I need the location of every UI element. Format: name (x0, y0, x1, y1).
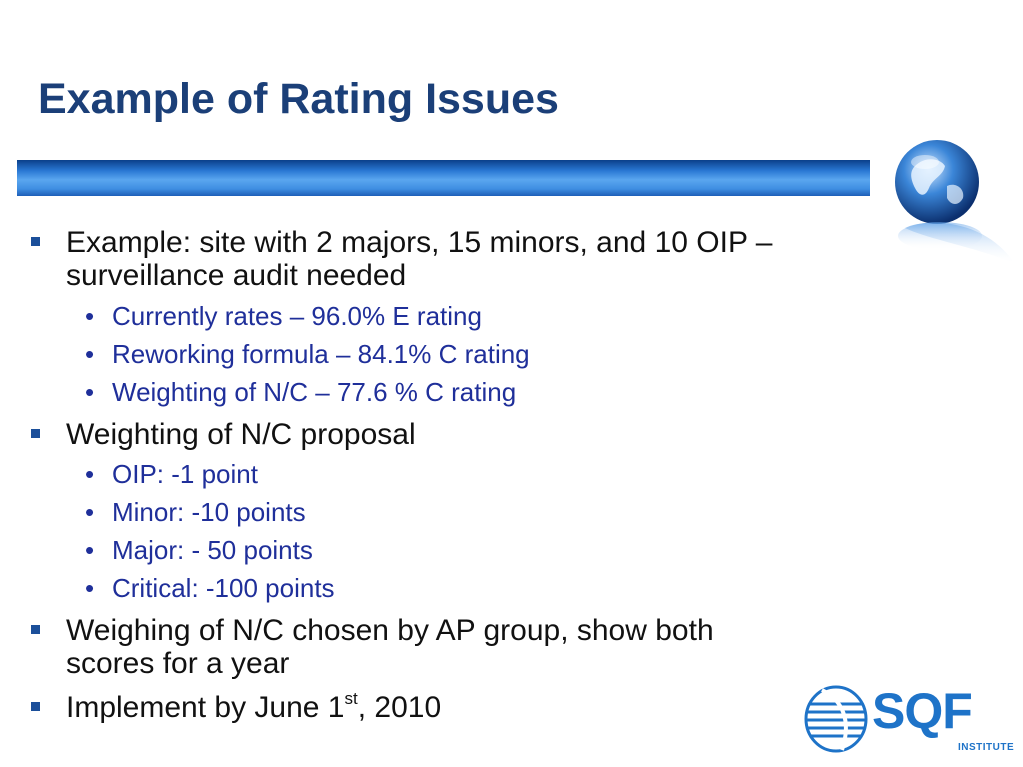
bullet-text-line: Example: site with 2 majors, 15 minors, … (66, 226, 773, 259)
bullet-text-line: scores for a year (66, 647, 290, 680)
sqf-institute-logo: SQF INSTITUTE (802, 676, 1022, 766)
sub-bullet-item: • Reworking formula – 84.1% C rating (85, 339, 912, 369)
globe-icon (895, 140, 1015, 264)
square-bullet-icon (31, 702, 40, 711)
sub-bullet-item: • OIP: -1 point (85, 459, 912, 489)
bullet-item: Weighing of N/C chosen by AP group, show… (31, 614, 946, 680)
sub-bullet-text: Reworking formula – 84.1% C rating (112, 339, 530, 369)
sqf-logo-icon (804, 685, 868, 753)
sub-bullet-item: • Major: - 50 points (85, 535, 912, 565)
sub-bullet-text: Critical: -100 points (112, 573, 335, 603)
logo-wordmark: SQF (872, 683, 973, 739)
bullet-text-line: surveillance audit needed (66, 259, 407, 292)
dot-bullet-icon: • (85, 301, 95, 331)
bullet-item: Weighting of N/C proposal (31, 418, 946, 451)
bullet-text-part: Implement by June 1 (66, 691, 345, 724)
bullet-text-part: , 2010 (357, 691, 442, 724)
slide-title: Example of Rating Issues (38, 75, 559, 123)
sub-bullet-text: OIP: -1 point (112, 459, 258, 489)
dot-bullet-icon: • (85, 377, 95, 407)
bullet-item: Example: site with 2 majors, 15 minors, … (31, 226, 946, 292)
sub-bullet-item: • Currently rates – 96.0% E rating (85, 301, 912, 331)
bullet-item: Implement by June 1st, 2010 (31, 689, 946, 724)
logo-subtitle: INSTITUTE (958, 742, 1015, 753)
sub-bullet-item: • Weighting of N/C – 77.6 % C rating (85, 377, 912, 407)
square-bullet-icon (31, 429, 40, 438)
square-bullet-icon (31, 625, 40, 634)
sub-bullet-text: Currently rates – 96.0% E rating (112, 301, 482, 331)
dot-bullet-icon: • (85, 535, 95, 565)
ordinal-suffix: st (344, 689, 358, 708)
dot-bullet-icon: • (85, 459, 95, 489)
sub-bullet-text: Major: - 50 points (112, 535, 313, 565)
sub-bullet-item: • Critical: -100 points (85, 573, 912, 603)
bullet-text-line: Weighing of N/C chosen by AP group, show… (66, 614, 714, 647)
bullet-text-line: Implement by June 1st, 2010 (66, 689, 946, 724)
dot-bullet-icon: • (85, 339, 95, 369)
dot-bullet-icon: • (85, 573, 95, 603)
square-bullet-icon (31, 237, 40, 246)
sub-bullet-text: Minor: -10 points (112, 497, 306, 527)
sub-bullet-text: Weighting of N/C – 77.6 % C rating (112, 377, 517, 407)
sub-bullet-item: • Minor: -10 points (85, 497, 912, 527)
title-underline-bar (17, 160, 870, 196)
bullet-text-line: Weighting of N/C proposal (66, 418, 416, 451)
dot-bullet-icon: • (85, 497, 95, 527)
